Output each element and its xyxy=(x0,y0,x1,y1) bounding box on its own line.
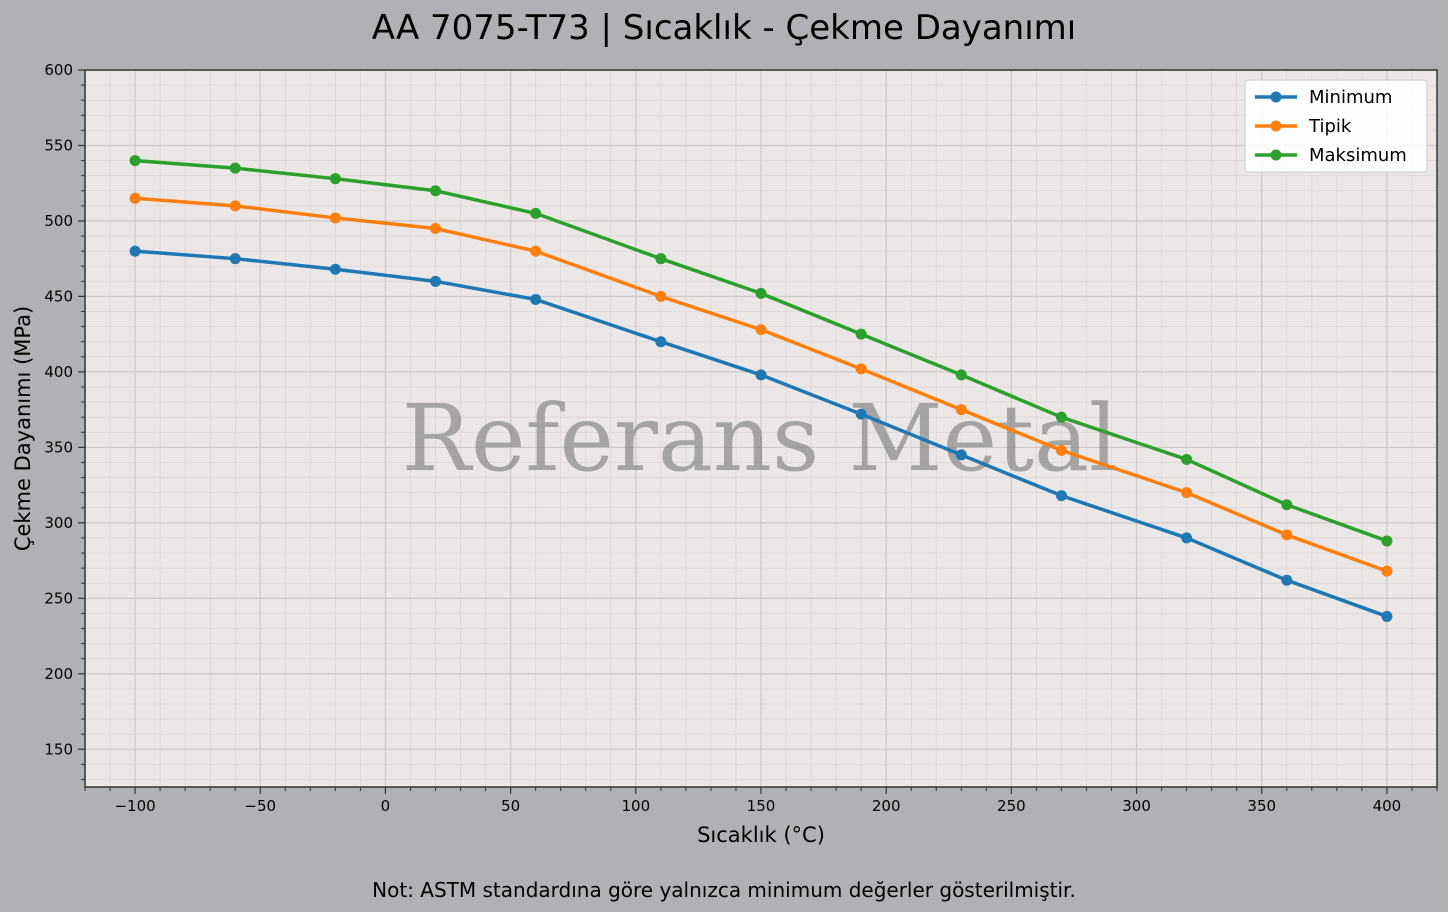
x-tick-label: 300 xyxy=(1122,797,1151,815)
data-point-tipik xyxy=(129,192,141,204)
data-point-minimum xyxy=(329,263,341,275)
data-point-maksimum xyxy=(530,207,542,219)
data-point-minimum xyxy=(1381,610,1393,622)
legend-marker xyxy=(1270,91,1282,103)
data-point-tipik xyxy=(229,200,241,212)
data-point-tipik xyxy=(1281,529,1293,541)
x-tick-label: 400 xyxy=(1373,797,1402,815)
data-point-tipik xyxy=(1381,565,1393,577)
data-point-tipik xyxy=(530,245,542,257)
data-point-maksimum xyxy=(229,162,241,174)
legend-label: Minimum xyxy=(1309,87,1392,108)
data-point-maksimum xyxy=(855,328,867,340)
data-point-minimum xyxy=(530,293,542,305)
data-point-minimum xyxy=(955,449,967,461)
data-point-tipik xyxy=(655,290,667,302)
x-axis-label: Sıcaklık (°C) xyxy=(697,823,825,847)
data-point-minimum xyxy=(755,369,767,381)
y-tick-label: 550 xyxy=(44,136,73,154)
y-axis-label: Çekme Dayanımı (MPa) xyxy=(11,306,35,551)
data-point-tipik xyxy=(1055,444,1067,456)
data-point-maksimum xyxy=(329,173,341,185)
legend-label: Tipik xyxy=(1308,116,1352,137)
data-point-tipik xyxy=(855,363,867,375)
y-tick-label: 350 xyxy=(44,438,73,456)
y-tick-label: 200 xyxy=(44,665,73,683)
x-tick-label: 250 xyxy=(997,797,1026,815)
axes-frame xyxy=(84,69,1438,788)
legend-marker xyxy=(1270,149,1282,161)
data-point-minimum xyxy=(855,408,867,420)
data-point-maksimum xyxy=(755,287,767,299)
data-point-minimum xyxy=(229,253,241,265)
chart-title: AA 7075-T73 | Sıcaklık - Çekme Dayanımı xyxy=(371,8,1077,48)
data-point-maksimum xyxy=(1055,411,1067,423)
data-point-minimum xyxy=(655,336,667,348)
data-point-maksimum xyxy=(955,369,967,381)
data-point-minimum xyxy=(129,245,141,257)
y-tick-label: 400 xyxy=(44,363,73,381)
y-tick-label: 300 xyxy=(44,514,73,532)
x-tick-label: 350 xyxy=(1247,797,1276,815)
data-point-maksimum xyxy=(1381,535,1393,547)
x-tick-label: −100 xyxy=(114,797,155,815)
data-point-minimum xyxy=(1281,574,1293,586)
x-tick-label: 0 xyxy=(381,797,391,815)
x-tick-label: 150 xyxy=(747,797,776,815)
y-tick-label: 250 xyxy=(44,589,73,607)
chart-note: Not: ASTM standardına göre yalnızca mini… xyxy=(372,878,1076,902)
data-point-tipik xyxy=(430,222,442,234)
data-point-maksimum xyxy=(430,185,442,197)
y-tick-label: 450 xyxy=(44,287,73,305)
data-point-tipik xyxy=(955,404,967,416)
data-point-tipik xyxy=(1181,487,1193,499)
data-point-minimum xyxy=(1181,532,1193,544)
legend-label: Maksimum xyxy=(1309,145,1407,166)
legend xyxy=(1244,79,1428,173)
y-tick-label: 500 xyxy=(44,212,73,230)
data-point-tipik xyxy=(329,212,341,224)
data-point-maksimum xyxy=(1181,453,1193,465)
x-tick-label: −50 xyxy=(244,797,276,815)
watermark: Referans Metal xyxy=(402,385,1119,492)
y-tick-label: 150 xyxy=(44,740,73,758)
data-point-minimum xyxy=(430,275,442,287)
data-point-maksimum xyxy=(1281,499,1293,511)
legend-marker xyxy=(1270,120,1282,132)
x-tick-label: 100 xyxy=(621,797,650,815)
data-point-minimum xyxy=(1055,490,1067,502)
x-tick-label: 50 xyxy=(501,797,520,815)
data-point-maksimum xyxy=(129,155,141,167)
data-point-tipik xyxy=(755,324,767,336)
x-tick-label: 200 xyxy=(872,797,901,815)
y-tick-label: 600 xyxy=(44,61,73,79)
data-point-maksimum xyxy=(655,253,667,265)
